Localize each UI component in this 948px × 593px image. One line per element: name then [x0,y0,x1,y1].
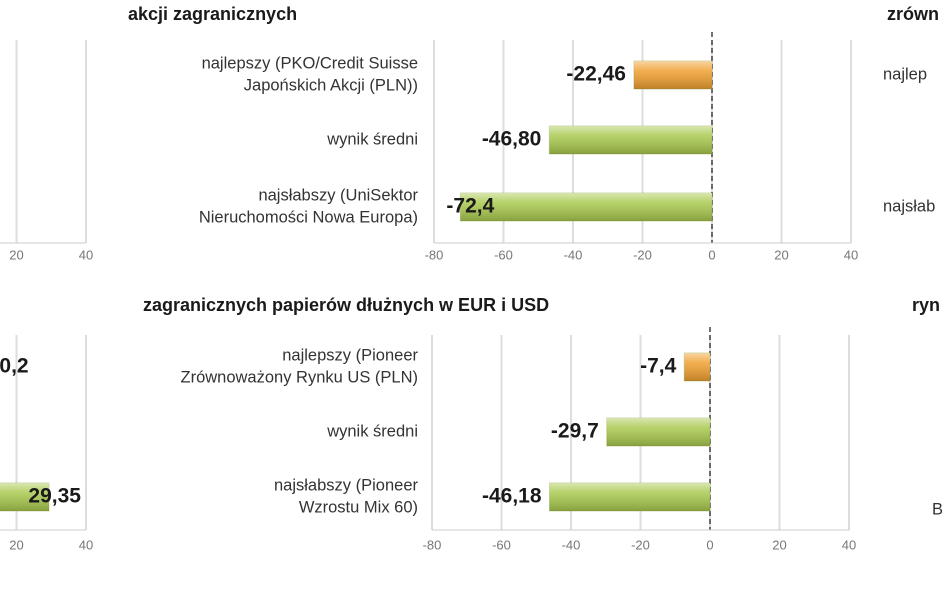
category-label: Wzrostu Mix 60) [299,498,418,516]
x-tick-label: 20 [9,247,23,262]
x-tick-label: 0 [706,537,713,552]
x-tick-label: 40 [844,247,858,262]
x-tick-label: -60 [492,537,511,552]
bar-shade [549,483,710,511]
value-label: -46,18 [482,485,542,508]
x-tick-label: 40 [842,537,856,552]
x-tick-label: -20 [633,247,652,262]
x-tick-label: -20 [631,537,650,552]
x-tick-label: -60 [494,247,513,262]
bar-shade [0,483,49,511]
chart-title: zrówn [887,4,939,24]
x-tick-label: 20 [774,247,788,262]
x-tick-label: -40 [562,537,581,552]
value-label: -72,4 [446,195,494,218]
chart-title: ryn [912,295,940,315]
category-label: najsłabszy (UniSektor [258,186,418,204]
x-tick-label: -40 [564,247,583,262]
chart-title: zagranicznych papierów dłużnych w EUR i … [143,295,549,315]
value-label: -7,4 [640,355,677,378]
x-tick-label: 20 [9,537,23,552]
category-label: najsłab [883,197,935,215]
category-label: najlepszy (PKO/Credit Suisse [202,54,418,72]
bar-shade [684,353,710,381]
value-label: 29,35 [28,485,81,508]
x-tick-label: 40 [79,537,93,552]
chart-title: akcji zagranicznych [128,4,297,24]
x-tick-label: 20 [772,537,786,552]
category-label: najlep [883,65,927,83]
value-label: -29,7 [551,420,599,443]
annotation: 0,2 [0,355,29,378]
value-label: -46,80 [482,128,542,151]
x-tick-label: -80 [425,247,444,262]
category-label: Zrównoważony Rynku US (PLN) [181,368,419,386]
x-tick-label: -80 [423,537,442,552]
category-label: Japońskich Akcji (PLN)) [244,76,418,94]
bar-shade [460,193,712,221]
x-tick-label: 0 [708,247,715,262]
category-label: najsłabszy (Pioneer [274,476,418,494]
category-label: wynik średni [326,130,418,148]
x-tick-label: 40 [79,247,93,262]
bar-shade [606,418,710,446]
category-label: B [932,500,943,518]
category-label: Nieruchomości Nowa Europa) [199,208,418,226]
value-label: -22,46 [566,63,626,86]
category-label: wynik średni [326,422,418,440]
bar-shade [633,61,712,89]
bar-shade [549,126,712,154]
category-label: najlepszy (Pioneer [282,346,418,364]
